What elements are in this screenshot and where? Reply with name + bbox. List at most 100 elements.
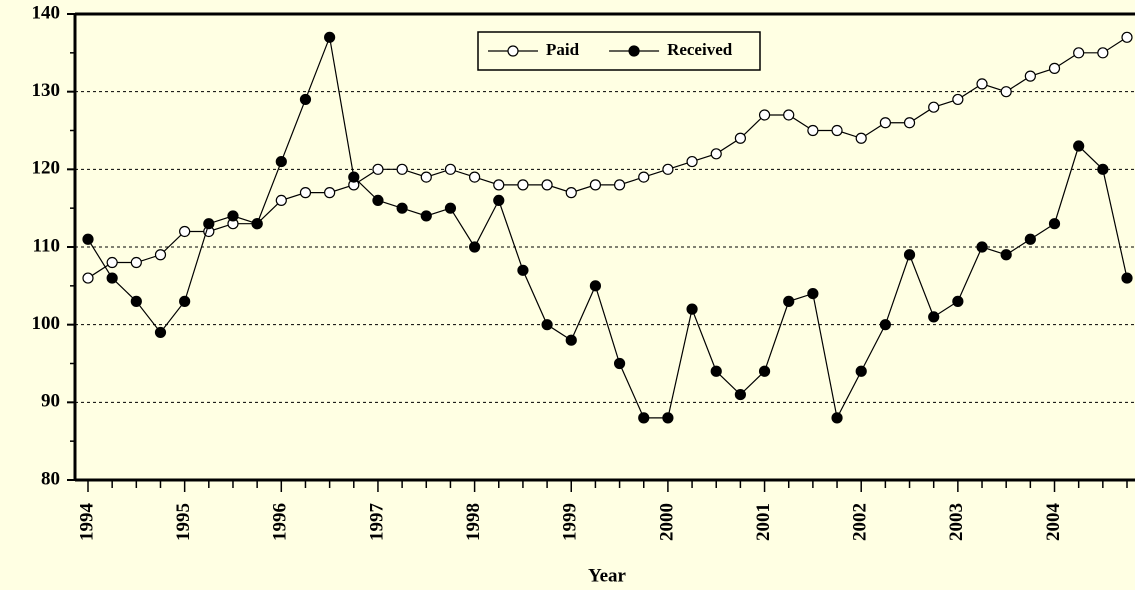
data-point — [686, 303, 698, 315]
x-axis-label: Year — [588, 565, 627, 586]
data-point — [831, 124, 843, 137]
data-point — [662, 163, 674, 175]
data-point — [1121, 31, 1133, 43]
data-point — [541, 319, 553, 331]
data-point — [396, 202, 408, 214]
data-point — [734, 388, 746, 401]
data-point — [420, 171, 432, 183]
y-tick-label: 110 — [33, 235, 60, 256]
data-point — [348, 171, 360, 183]
data-point — [589, 280, 602, 292]
data-point — [154, 249, 167, 261]
data-point — [952, 295, 964, 307]
data-point — [1048, 218, 1061, 230]
data-point — [444, 202, 457, 214]
data-point — [831, 412, 843, 424]
data-point — [1048, 62, 1061, 74]
data-point — [879, 117, 891, 129]
y-tick-label: 100 — [32, 313, 61, 334]
x-tick-label: 1998 — [463, 503, 484, 541]
data-point — [106, 272, 118, 284]
data-point — [928, 311, 940, 323]
data-point — [976, 78, 988, 90]
data-point — [638, 412, 650, 424]
data-point — [396, 163, 408, 175]
data-point — [758, 365, 771, 377]
data-point — [469, 171, 481, 183]
data-point — [613, 357, 626, 370]
data-point — [493, 194, 505, 206]
data-point — [179, 225, 191, 238]
x-tick-label: 1995 — [173, 503, 194, 541]
data-point — [903, 249, 916, 261]
y-tick-label: 130 — [32, 80, 61, 101]
data-point — [227, 210, 239, 222]
data-point — [1121, 272, 1133, 284]
data-point — [807, 288, 819, 300]
data-point — [758, 109, 771, 121]
x-tick-label: 2000 — [656, 503, 677, 541]
data-point — [638, 171, 650, 183]
data-point — [734, 132, 746, 144]
data-point — [517, 179, 529, 191]
legend-marker — [507, 45, 519, 57]
data-point — [251, 218, 263, 230]
y-tick-label: 90 — [41, 391, 60, 412]
data-point — [444, 163, 457, 175]
x-tick-label: 2003 — [946, 503, 967, 541]
data-point — [1097, 47, 1109, 59]
data-point — [807, 124, 819, 137]
data-point — [976, 241, 988, 253]
data-point — [879, 319, 891, 331]
data-point — [1000, 86, 1012, 98]
x-tick-label: 1996 — [270, 503, 291, 541]
data-point — [154, 326, 167, 339]
data-point — [372, 194, 384, 206]
data-point — [179, 295, 191, 307]
x-tick-label: 2001 — [753, 503, 774, 541]
data-point — [589, 179, 602, 191]
data-point — [1097, 163, 1109, 175]
y-tick-label: 120 — [32, 158, 61, 179]
data-point — [903, 117, 916, 129]
data-point — [324, 31, 336, 43]
data-point — [469, 241, 481, 253]
legend-label: Received — [667, 40, 733, 59]
data-point — [420, 210, 432, 222]
data-point — [928, 101, 940, 113]
data-point — [275, 155, 287, 168]
data-point — [855, 132, 867, 144]
x-tick-label: 2004 — [1043, 503, 1064, 542]
data-point — [1024, 70, 1036, 82]
x-tick-label: 2002 — [850, 503, 871, 541]
x-tick-label: 1994 — [76, 503, 97, 542]
data-point — [299, 93, 312, 106]
data-point — [686, 155, 698, 168]
data-point — [613, 179, 626, 191]
data-point — [1073, 140, 1085, 152]
data-point — [1073, 47, 1085, 59]
data-point — [710, 148, 722, 160]
data-point — [662, 412, 674, 424]
data-point — [130, 295, 142, 307]
y-tick-label: 80 — [41, 468, 60, 489]
y-tick-label: 140 — [32, 2, 61, 23]
data-point — [565, 187, 577, 199]
legend-marker — [628, 45, 640, 57]
data-point — [82, 233, 94, 245]
data-point — [203, 218, 215, 230]
data-point — [324, 187, 336, 199]
x-tick-label: 1997 — [366, 503, 387, 542]
data-point — [130, 256, 142, 269]
x-tick-label: 1999 — [560, 503, 581, 541]
data-point — [1024, 233, 1036, 245]
data-point — [783, 109, 795, 121]
data-point — [783, 295, 795, 307]
data-point — [565, 334, 577, 346]
data-point — [517, 264, 529, 276]
data-point — [493, 179, 505, 191]
data-point — [855, 365, 867, 377]
data-point — [1000, 249, 1012, 261]
data-point — [372, 163, 384, 175]
